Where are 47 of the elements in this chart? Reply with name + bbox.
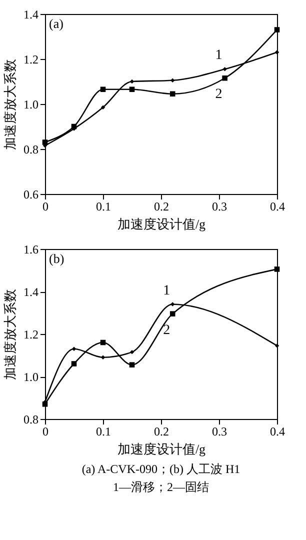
series-label: 2 [215, 87, 222, 102]
x-axis-title: 加速度设计值/g [117, 216, 206, 232]
text: 1—滑移；2—固结 [113, 480, 209, 494]
point [42, 401, 48, 407]
y-axis-title: 加速度放大系数 [2, 289, 18, 380]
y-tick-label: 0.8 [24, 142, 38, 156]
x-tick-label: 0.3 [212, 200, 227, 214]
y-tick-label: 1.2 [24, 52, 38, 66]
chart-title: (b) [49, 251, 64, 266]
y-tick-label: 0.6 [24, 188, 38, 202]
point [170, 311, 176, 316]
x-tick-label: 0.4 [270, 200, 285, 214]
y-tick-label: 1.0 [24, 98, 38, 112]
chart-title: (a) [49, 16, 64, 31]
point [274, 27, 280, 32]
point [130, 79, 134, 84]
y-tick-label: 1.4 [24, 8, 38, 22]
text: (a) A-CVK-090；(b) 人工波 H1 [82, 462, 240, 476]
y-tick-label: 1.4 [24, 285, 38, 299]
x-tick-label: 0 [42, 424, 48, 438]
x-tick-label: 0.1 [96, 200, 111, 214]
point [100, 86, 106, 92]
point [170, 78, 175, 82]
x-tick-label: 0.4 [270, 424, 285, 438]
y-tick-label: 1.0 [24, 370, 38, 384]
x-tick-label: 0.1 [96, 424, 111, 438]
x-tick-label: 0.2 [154, 200, 169, 214]
x-tick-label: 0.2 [154, 424, 169, 438]
x-tick-label: 0.3 [212, 424, 227, 438]
point [274, 266, 280, 272]
y-tick-label: 1.2 [24, 328, 38, 342]
y-axis-title: 加速度放大系数 [2, 59, 18, 150]
point [170, 91, 176, 97]
point [222, 67, 227, 72]
point [130, 350, 134, 354]
point [129, 362, 135, 368]
series-label: 1 [215, 48, 222, 64]
x-axis-title: 加速度设计值/g [117, 442, 206, 456]
series-label: 2 [163, 322, 170, 338]
x-tick-label: 0 [42, 200, 48, 214]
y-tick-label: 1.6 [24, 242, 38, 256]
y-tick-label: 0.8 [24, 412, 38, 426]
point [222, 75, 228, 81]
point [129, 86, 135, 92]
point [42, 140, 48, 145]
series-label: 1 [163, 283, 170, 298]
point [71, 361, 77, 366]
